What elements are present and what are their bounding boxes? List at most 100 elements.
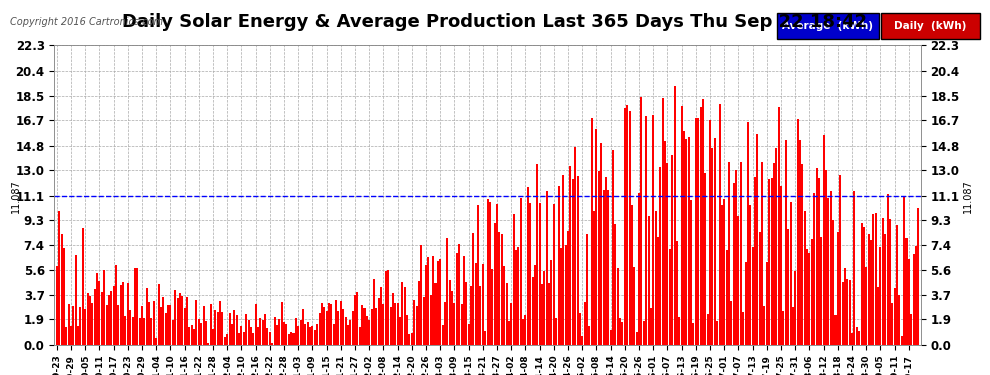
Bar: [913, 254, 915, 345]
Bar: [252, 333, 254, 345]
Bar: [309, 327, 311, 345]
Bar: [358, 327, 360, 345]
Bar: [453, 303, 455, 345]
Bar: [510, 303, 512, 345]
Bar: [719, 104, 721, 345]
Bar: [846, 279, 848, 345]
Bar: [610, 330, 612, 345]
Bar: [506, 283, 508, 345]
Bar: [144, 318, 146, 345]
Bar: [179, 293, 181, 345]
Bar: [894, 288, 896, 345]
Bar: [113, 286, 115, 345]
Bar: [848, 280, 850, 345]
Bar: [169, 304, 171, 345]
Bar: [799, 141, 801, 345]
Bar: [716, 321, 718, 345]
Bar: [758, 232, 760, 345]
Bar: [164, 313, 166, 345]
Bar: [821, 237, 823, 345]
Bar: [150, 318, 152, 345]
Bar: [761, 162, 763, 345]
Bar: [363, 308, 365, 345]
Bar: [631, 205, 633, 345]
Bar: [657, 237, 659, 345]
Bar: [324, 306, 326, 345]
Bar: [676, 241, 678, 345]
Bar: [870, 240, 872, 345]
Bar: [238, 333, 240, 345]
Bar: [231, 324, 233, 345]
Bar: [152, 301, 154, 345]
Bar: [55, 266, 57, 345]
Bar: [673, 86, 675, 345]
Bar: [356, 292, 358, 345]
Bar: [704, 172, 706, 345]
Bar: [901, 336, 903, 345]
Bar: [162, 297, 164, 345]
Bar: [129, 310, 132, 345]
Bar: [89, 297, 91, 345]
Bar: [697, 117, 699, 345]
Bar: [688, 137, 690, 345]
Bar: [331, 304, 333, 345]
Bar: [724, 199, 726, 345]
Bar: [501, 234, 503, 345]
Bar: [212, 328, 214, 345]
Bar: [122, 282, 124, 345]
Bar: [671, 154, 673, 345]
Bar: [475, 262, 477, 345]
Bar: [321, 303, 323, 345]
Bar: [629, 111, 631, 345]
Bar: [146, 288, 148, 345]
Bar: [484, 332, 486, 345]
Bar: [432, 256, 435, 345]
Bar: [254, 304, 256, 345]
Bar: [210, 304, 212, 345]
Bar: [853, 191, 855, 345]
Bar: [605, 177, 607, 345]
Bar: [316, 324, 318, 345]
Bar: [75, 255, 77, 345]
Bar: [333, 324, 335, 345]
Bar: [835, 315, 837, 345]
Bar: [125, 316, 127, 345]
Bar: [567, 231, 569, 345]
Bar: [141, 306, 143, 345]
Bar: [569, 166, 571, 345]
Bar: [887, 194, 889, 345]
Bar: [548, 284, 550, 345]
Bar: [877, 287, 879, 345]
Bar: [766, 262, 768, 345]
Bar: [382, 304, 384, 345]
Bar: [276, 326, 278, 345]
Bar: [96, 273, 98, 345]
Bar: [552, 204, 554, 345]
Bar: [654, 211, 656, 345]
Bar: [683, 130, 685, 345]
Bar: [908, 259, 910, 345]
Bar: [261, 320, 263, 345]
Bar: [544, 271, 545, 345]
Bar: [370, 309, 372, 345]
Bar: [387, 270, 389, 345]
Bar: [198, 319, 200, 345]
Bar: [285, 324, 287, 345]
Bar: [200, 323, 202, 345]
Bar: [463, 256, 465, 345]
Bar: [792, 308, 794, 345]
Bar: [361, 304, 363, 345]
Bar: [91, 303, 93, 345]
Bar: [269, 332, 271, 345]
Bar: [101, 292, 103, 345]
Bar: [617, 267, 619, 345]
Bar: [416, 306, 418, 345]
Bar: [328, 303, 330, 345]
Bar: [191, 326, 193, 345]
Bar: [241, 326, 243, 345]
Bar: [278, 319, 280, 345]
Bar: [843, 268, 846, 345]
Bar: [584, 302, 586, 345]
Bar: [283, 322, 285, 345]
Bar: [246, 314, 248, 345]
